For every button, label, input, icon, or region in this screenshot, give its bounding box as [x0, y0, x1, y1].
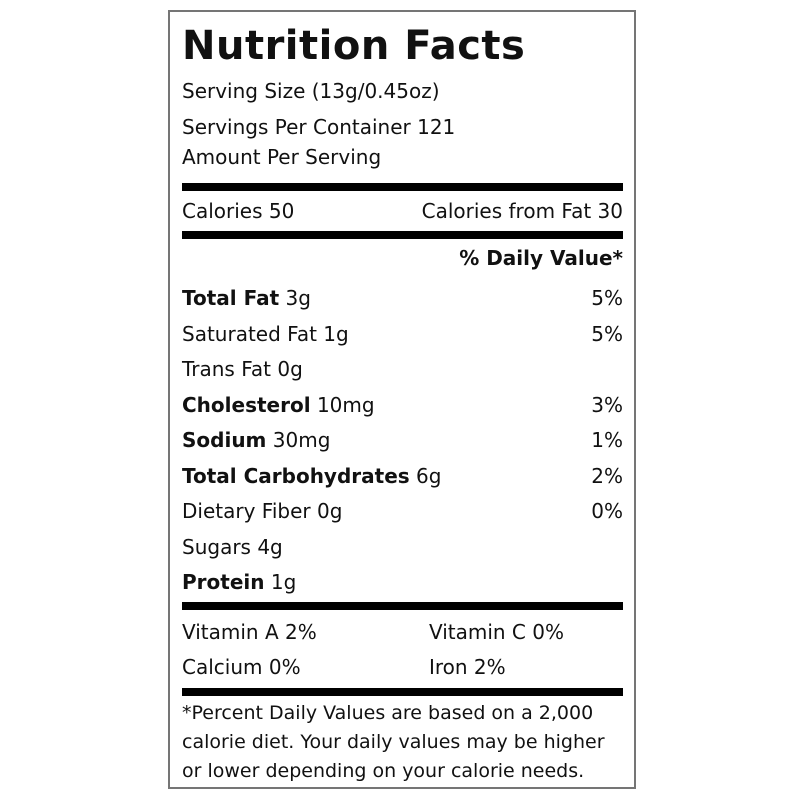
nutrient-row-sodium: Sodium 30mg 1%	[182, 429, 623, 451]
divider-bar-thick	[182, 688, 623, 696]
nutrient-label: Total Carbohydrates 6g	[182, 465, 441, 487]
nutrient-name: Saturated Fat	[182, 321, 317, 346]
nutrient-row-trans-fat: Trans Fat 0g	[182, 358, 623, 380]
nutrient-amount: 1g	[270, 570, 297, 594]
iron-value: Iron 2%	[428, 655, 506, 679]
vitamin-c-value: Vitamin C 0%	[428, 620, 564, 644]
nutrient-label: Total Fat 3g	[182, 287, 311, 309]
nutrient-daily-value: 0%	[591, 499, 623, 523]
nutrient-row-dietary-fiber: Dietary Fiber 0g 0%	[182, 500, 623, 522]
vitamin-a-value: Vitamin A 2%	[182, 620, 317, 644]
nutrient-amount: 0g	[277, 357, 303, 381]
nutrient-row-protein: Protein 1g	[182, 571, 623, 593]
calories-value: Calories 50	[182, 199, 295, 223]
calcium-value: Calcium 0%	[182, 655, 301, 679]
vitamin-row: Vitamin A 2% Vitamin C 0%	[182, 621, 623, 643]
divider-bar-thick	[182, 602, 623, 610]
nutrient-amount: 4g	[257, 534, 283, 559]
nutrition-facts-label: Nutrition Facts Serving Size (13g/0.45oz…	[168, 10, 636, 789]
nutrient-row-cholesterol: Cholesterol 10mg 3%	[182, 394, 623, 416]
nutrient-label: Sugars 4g	[182, 536, 283, 558]
servings-per-container-line: Servings Per Container 121	[182, 115, 456, 139]
nutrient-daily-value: 5%	[591, 321, 623, 346]
nutrient-label: Cholesterol 10mg	[182, 394, 375, 416]
nutrient-row-total-fat: Total Fat 3g 5%	[182, 287, 623, 309]
nutrient-label: Dietary Fiber 0g	[182, 500, 342, 522]
nutrient-name: Sodium	[182, 428, 267, 452]
nutrient-name: Total Carbohydrates	[182, 463, 410, 488]
nutrient-label: Protein 1g	[182, 571, 296, 593]
nutrient-amount: 1g	[323, 321, 349, 346]
nutrient-daily-value: 1%	[591, 428, 623, 452]
calories-row: Calories 50 Calories from Fat 30	[182, 200, 623, 222]
nutrient-daily-value: 3%	[591, 392, 623, 417]
nutrient-label: Trans Fat 0g	[182, 358, 303, 380]
vitamin-row: Calcium 0% Iron 2%	[182, 656, 623, 678]
calories-from-fat-value: Calories from Fat 30	[421, 199, 623, 223]
nutrient-label: Sodium 30mg	[182, 429, 330, 451]
nutrient-name: Trans Fat	[182, 357, 271, 381]
amount-per-serving-line: Amount Per Serving	[182, 145, 382, 169]
nutrient-name: Sugars	[182, 534, 251, 559]
nutrient-amount: 0g	[316, 499, 343, 523]
nutrient-daily-value: 2%	[591, 463, 623, 488]
label-title: Nutrition Facts	[182, 23, 526, 69]
nutrient-daily-value: 5%	[591, 286, 623, 310]
divider-bar-thick	[182, 231, 623, 239]
nutrient-name: Cholesterol	[182, 392, 311, 417]
divider-bar-thick	[182, 183, 623, 191]
nutrient-amount: 30mg	[272, 428, 331, 452]
nutrient-amount: 6g	[416, 463, 442, 488]
serving-size-line: Serving Size (13g/0.45oz)	[182, 79, 440, 103]
nutrient-row-sugars: Sugars 4g	[182, 536, 623, 558]
nutrient-name: Total Fat	[182, 286, 280, 310]
nutrient-row-saturated-fat: Saturated Fat 1g 5%	[182, 323, 623, 345]
nutrient-row-total-carbohydrates: Total Carbohydrates 6g 2%	[182, 465, 623, 487]
daily-value-header: % Daily Value*	[459, 246, 623, 270]
nutrient-label: Saturated Fat 1g	[182, 323, 349, 345]
nutrient-name: Protein	[182, 570, 265, 594]
nutrient-amount: 3g	[285, 286, 311, 310]
nutrient-name: Dietary Fiber	[182, 499, 311, 523]
daily-value-footnote: *Percent Daily Values are based on a 2,0…	[182, 702, 605, 782]
nutrient-amount: 10mg	[316, 392, 375, 417]
